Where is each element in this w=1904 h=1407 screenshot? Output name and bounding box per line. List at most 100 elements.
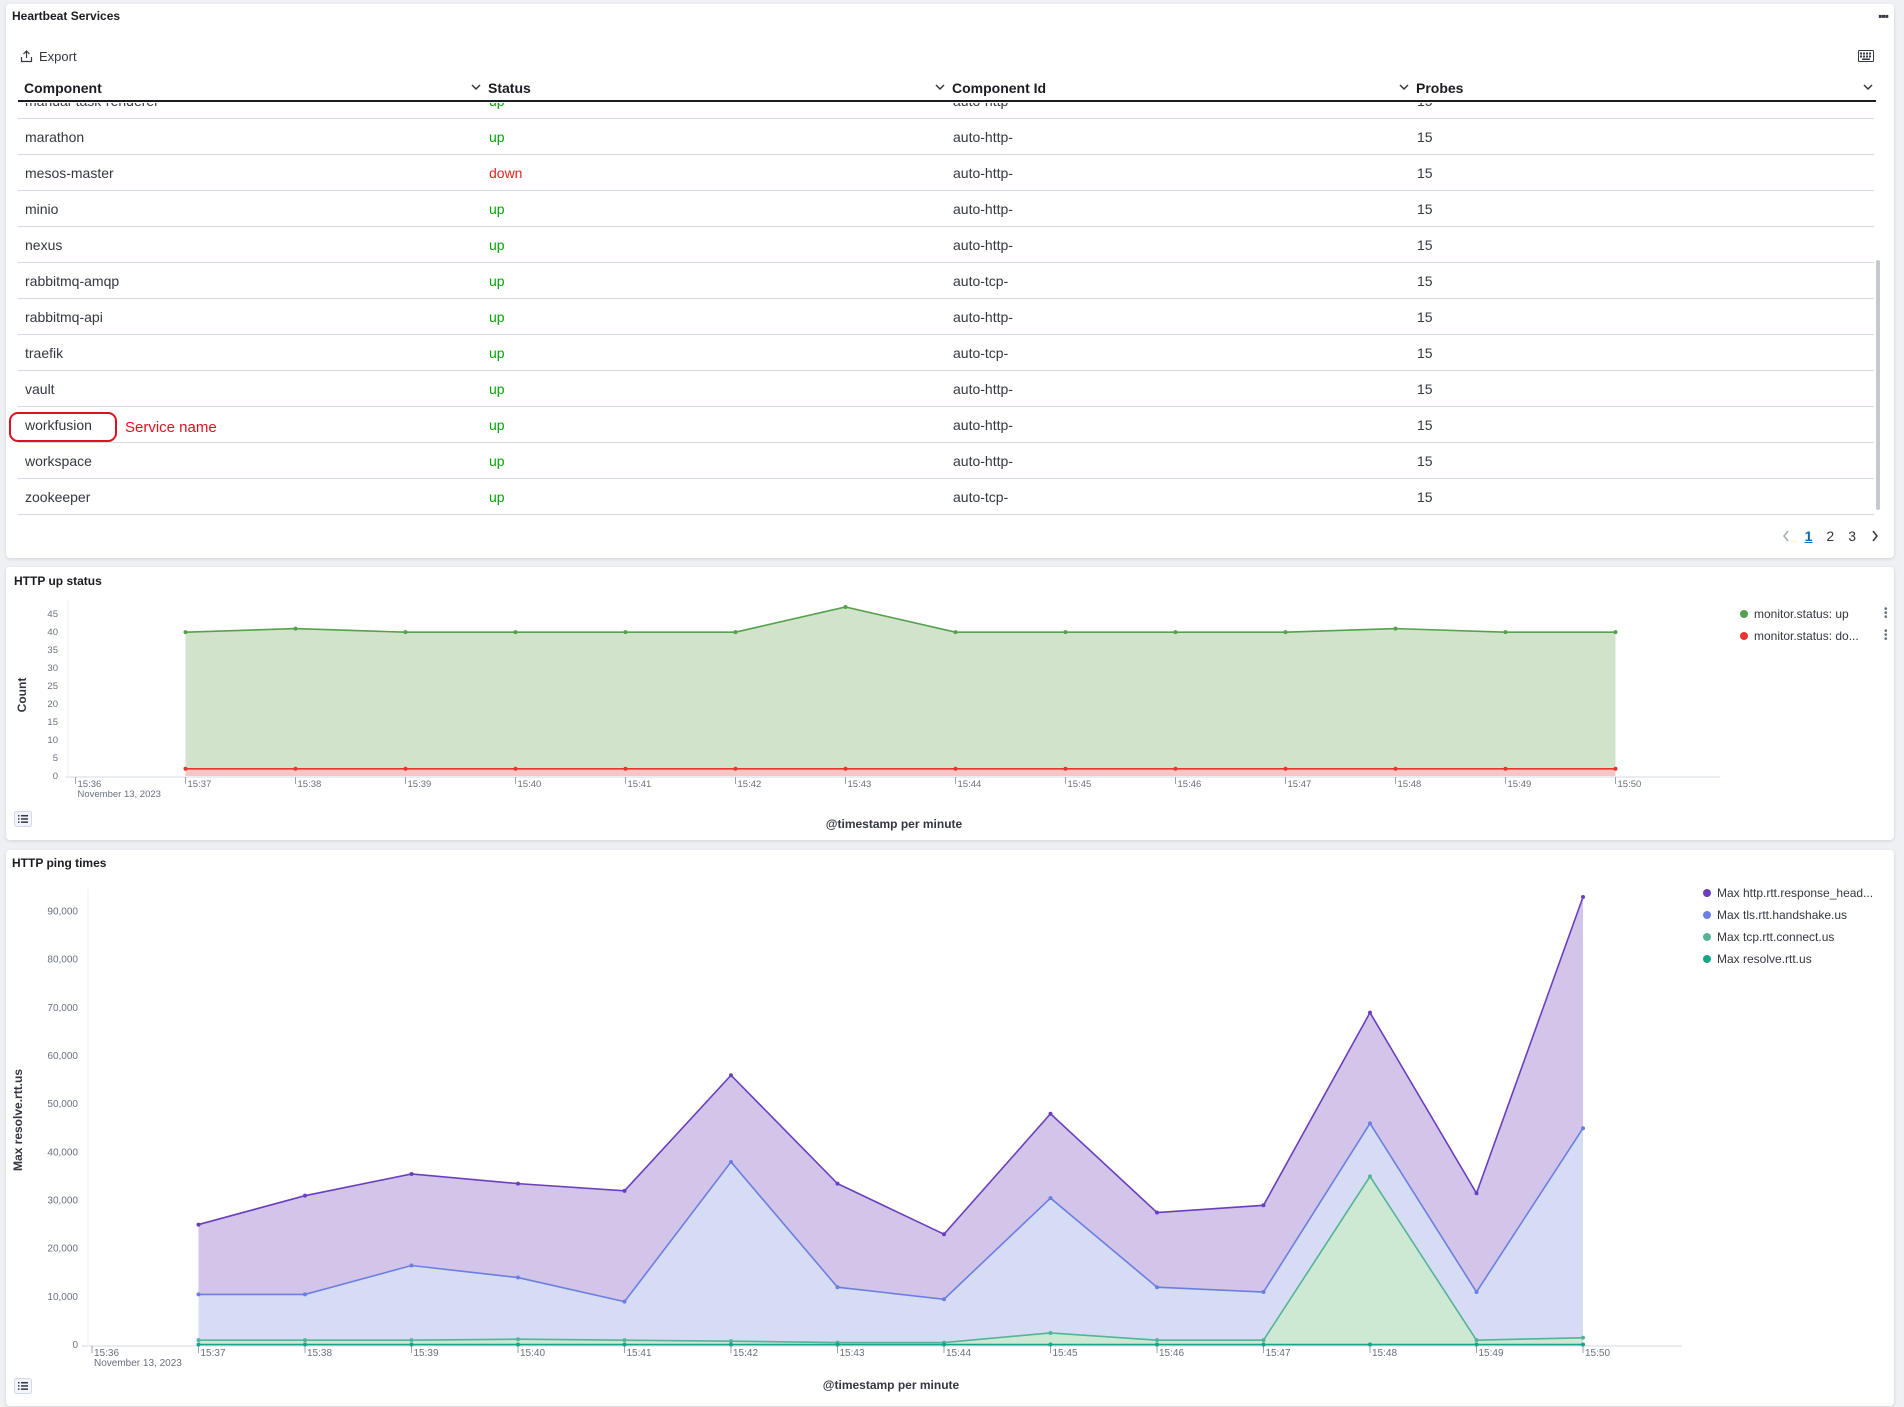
- table-scrollbar[interactable]: [1876, 260, 1880, 510]
- data-point: [1581, 1342, 1585, 1347]
- cell-probes: 15: [1417, 201, 1433, 217]
- x-tick-label: 15:39: [408, 779, 432, 790]
- x-tick-label: 15:44: [946, 1348, 971, 1359]
- list-icon[interactable]: [14, 811, 32, 827]
- cell-component-id: auto-http-: [953, 417, 1013, 433]
- y-tick-label: 30: [47, 663, 58, 674]
- data-point: [409, 1338, 414, 1343]
- x-tick-label: 15:41: [627, 1348, 652, 1359]
- data-point: [1261, 1338, 1266, 1343]
- data-point: [1155, 1338, 1159, 1343]
- data-point: [1613, 630, 1618, 635]
- legend-item[interactable]: Max http.rtt.response_head...: [1703, 886, 1873, 900]
- cell-component: workspace: [25, 453, 92, 469]
- x-tick-label: 15:47: [1288, 779, 1312, 790]
- y-tick-label: 70,000: [47, 1003, 78, 1014]
- y-axis-title: Count: [15, 678, 29, 713]
- cell-component: rabbitmq-api: [25, 309, 103, 325]
- table-row[interactable]: nexus up auto-http- 15: [18, 227, 1874, 263]
- export-button[interactable]: Export: [20, 49, 77, 64]
- column-header-component[interactable]: Component: [24, 80, 484, 96]
- legend-item[interactable]: Max tls.rtt.handshake.us: [1703, 908, 1847, 922]
- column-label: Component Id: [952, 80, 1047, 96]
- x-axis-date-label: November 13, 2023: [78, 789, 161, 800]
- legend-item[interactable]: Max tcp.rtt.connect.us: [1703, 930, 1834, 944]
- chevron-left-icon[interactable]: [1781, 529, 1791, 543]
- chevron-right-icon[interactable]: [1870, 529, 1880, 543]
- cell-component-id: auto-tcp-: [953, 273, 1009, 289]
- page-link-1[interactable]: 1: [1804, 528, 1813, 544]
- table-row[interactable]: mesos-master down auto-http- 15: [18, 155, 1874, 191]
- table-row[interactable]: zookeeper up auto-tcp- 15: [18, 479, 1874, 515]
- data-point: [622, 1342, 627, 1347]
- table-row[interactable]: workfusion up auto-http- 15: [18, 407, 1874, 443]
- x-tick-label: 15:50: [1618, 779, 1642, 790]
- x-tick-label: 15:49: [1508, 779, 1532, 790]
- table-row[interactable]: minio up auto-http- 15: [18, 191, 1874, 227]
- panel-title: Heartbeat Services: [12, 9, 121, 23]
- y-tick-label: 0: [72, 1340, 78, 1351]
- column-header-probes[interactable]: Probes: [1416, 80, 1876, 96]
- data-point: [1155, 1285, 1159, 1290]
- panel-title: HTTP ping times: [12, 856, 107, 870]
- cell-component-id: auto-http-: [953, 453, 1013, 469]
- x-tick-label: 15:38: [307, 1348, 332, 1359]
- column-header-status[interactable]: Status: [488, 80, 948, 96]
- y-tick-label: 50,000: [47, 1099, 78, 1110]
- table-row[interactable]: traefik up auto-tcp- 15: [18, 335, 1874, 371]
- panel-options-icon[interactable]: ▪▪▪: [1878, 9, 1889, 23]
- page-link-2[interactable]: 2: [1826, 528, 1835, 544]
- cell-component: rabbitmq-amqp: [25, 273, 120, 289]
- y-tick-label: 20: [47, 699, 58, 710]
- data-point: [733, 766, 738, 771]
- x-tick-label: 15:46: [1178, 779, 1202, 790]
- data-point: [953, 766, 958, 771]
- data-point: [1048, 1330, 1053, 1335]
- data-point: [1393, 626, 1398, 631]
- http-up-status-chart: 0 5 10 15 20 25 30 35 40 45 15:36 15:37 15:38 15:39 15…: [15, 599, 1720, 831]
- table-row[interactable]: marathon up auto-http- 15: [18, 119, 1874, 155]
- data-point: [1368, 1174, 1372, 1179]
- legend-options-icon[interactable]: • • •: [1884, 626, 1888, 645]
- data-point: [1503, 630, 1508, 635]
- data-point: [409, 1342, 414, 1347]
- data-point: [843, 605, 848, 609]
- http-ping-times-panel: HTTP ping times 0 10,000 20,000 30,000 40,00…: [6, 850, 1894, 1406]
- data-point: [733, 630, 738, 635]
- data-point: [1474, 1191, 1479, 1196]
- chevron-down-icon[interactable]: [470, 82, 482, 92]
- chevron-down-icon[interactable]: [1862, 82, 1874, 92]
- page-link-3[interactable]: 3: [1848, 528, 1856, 544]
- cell-probes: 15: [1417, 417, 1433, 433]
- legend-item[interactable]: monitor.status: up: [1740, 607, 1849, 621]
- y-tick-label: 10: [47, 735, 58, 746]
- table-row[interactable]: vault up auto-http- 15: [18, 371, 1874, 407]
- data-point: [1474, 1338, 1479, 1343]
- chevron-down-icon[interactable]: [934, 82, 946, 92]
- legend-item[interactable]: monitor.status: do...: [1740, 629, 1859, 643]
- legend-item[interactable]: Max resolve.rtt.us: [1703, 952, 1812, 966]
- legend-label: monitor.status: do...: [1754, 629, 1859, 643]
- legend-dot: [1703, 933, 1711, 941]
- table-header: Component Status Component Id Probes: [18, 76, 1876, 102]
- table-row[interactable]: workspace up auto-http- 15: [18, 443, 1874, 479]
- legend-dot: [1703, 911, 1711, 919]
- chevron-down-icon[interactable]: [1398, 82, 1410, 92]
- cell-status: up: [489, 489, 505, 505]
- column-label: Component: [24, 80, 102, 96]
- y-tick-label: 25: [47, 681, 58, 692]
- table-row[interactable]: rabbitmq-api up auto-http- 15: [18, 299, 1874, 335]
- data-point: [1261, 1342, 1266, 1347]
- y-tick-label: 60,000: [47, 1051, 78, 1062]
- x-tick-label: 15:38: [298, 779, 322, 790]
- cell-component-id: auto-http-: [953, 103, 1013, 109]
- data-point: [942, 1342, 946, 1347]
- table-row[interactable]: manual-task-renderer up auto-http- 15: [18, 103, 1874, 119]
- list-icon[interactable]: [14, 1378, 32, 1394]
- cell-status: up: [489, 103, 505, 109]
- table-row[interactable]: rabbitmq-amqp up auto-tcp- 15: [18, 263, 1874, 299]
- legend-options-icon[interactable]: • • •: [1884, 604, 1888, 623]
- series-line-2: [198, 1174, 1584, 1344]
- keyboard-icon[interactable]: [1858, 50, 1874, 62]
- column-header-component-id[interactable]: Component Id: [952, 80, 1412, 96]
